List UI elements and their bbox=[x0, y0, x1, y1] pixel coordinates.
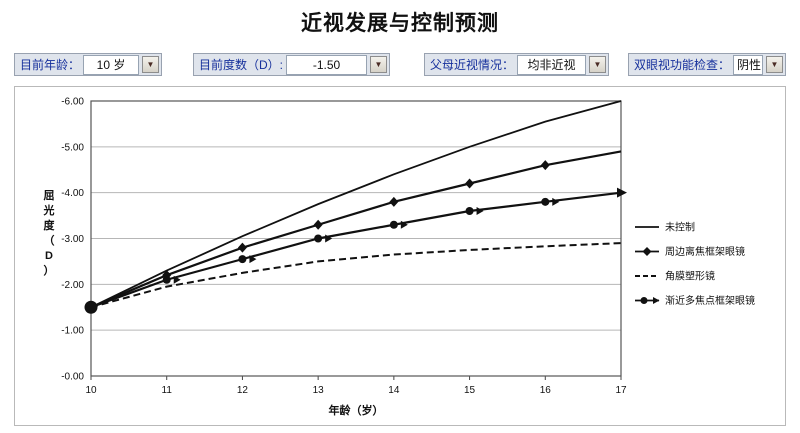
svg-text:-1.00: -1.00 bbox=[61, 326, 84, 337]
current-age-value[interactable]: 10 岁 bbox=[83, 54, 139, 75]
current-diopter-value[interactable]: -1.50 bbox=[286, 54, 367, 75]
svg-text:未控制: 未控制 bbox=[665, 221, 695, 234]
control-current-diopter: 目前度数（D）: -1.50 ▼ bbox=[193, 53, 390, 76]
chevron-down-icon: ▼ bbox=[593, 60, 602, 69]
parent-myopia-label: 父母近视情况： bbox=[430, 58, 515, 72]
svg-text:周边离焦框架眼镜: 周边离焦框架眼镜 bbox=[665, 245, 745, 258]
current-diopter-label: 目前度数（D）: bbox=[199, 58, 284, 72]
current-diopter-dropdown-button[interactable]: ▼ bbox=[370, 56, 387, 73]
binocular-check-label: 双眼视功能检查： bbox=[634, 58, 731, 72]
svg-text:15: 15 bbox=[464, 385, 476, 396]
chevron-down-icon: ▼ bbox=[374, 60, 383, 69]
svg-text:13: 13 bbox=[313, 385, 325, 396]
svg-text:-2.00: -2.00 bbox=[61, 280, 84, 291]
svg-text:渐近多焦点框架眼镜: 渐近多焦点框架眼镜 bbox=[665, 294, 755, 307]
binocular-check-dropdown-button[interactable]: ▼ bbox=[766, 56, 784, 73]
svg-text:11: 11 bbox=[162, 385, 173, 396]
svg-text:-3.00: -3.00 bbox=[61, 234, 84, 245]
controls-bar: 目前年龄： 10 岁 ▼ 目前度数（D）: -1.50 ▼ 父母近视情况： 均非… bbox=[0, 53, 800, 77]
svg-text:-6.00: -6.00 bbox=[61, 97, 84, 108]
current-age-dropdown-button[interactable]: ▼ bbox=[142, 56, 159, 73]
chevron-down-icon: ▼ bbox=[146, 60, 155, 69]
chart-canvas: -0.00 -1.00 -2.00 -3.00 -4.00 -5.00 -6.00 10 11 1… bbox=[43, 97, 756, 418]
svg-text:-5.00: -5.00 bbox=[61, 142, 84, 153]
svg-text:D: D bbox=[45, 250, 53, 262]
svg-text:16: 16 bbox=[540, 385, 552, 396]
current-age-label: 目前年龄： bbox=[20, 58, 81, 72]
svg-text:光: 光 bbox=[43, 203, 55, 217]
svg-text:14: 14 bbox=[388, 385, 400, 396]
svg-text:（: （ bbox=[44, 234, 55, 247]
svg-text:）: ） bbox=[44, 264, 55, 277]
binocular-check-value[interactable]: 阴性 bbox=[733, 54, 764, 75]
svg-text:-4.00: -4.00 bbox=[61, 188, 84, 199]
svg-text:-0.00: -0.00 bbox=[61, 372, 84, 383]
page-title: 近视发展与控制预测 bbox=[301, 12, 499, 35]
svg-text:度: 度 bbox=[44, 218, 56, 232]
control-binocular-check: 双眼视功能检查： 阴性 ▼ bbox=[628, 53, 786, 76]
control-current-age: 目前年龄： 10 岁 ▼ bbox=[14, 53, 162, 76]
svg-text:屈: 屈 bbox=[44, 189, 55, 202]
parent-myopia-dropdown-button[interactable]: ▼ bbox=[589, 56, 606, 73]
chevron-down-icon: ▼ bbox=[770, 60, 779, 69]
parent-myopia-value[interactable]: 均非近视 bbox=[517, 54, 586, 75]
svg-text:10: 10 bbox=[85, 385, 97, 396]
svg-text:12: 12 bbox=[237, 385, 249, 396]
svg-text:角膜塑形镜: 角膜塑形镜 bbox=[665, 270, 715, 283]
svg-text:年龄（岁）: 年龄（岁） bbox=[329, 403, 384, 417]
control-parent-myopia: 父母近视情况： 均非近视 ▼ bbox=[424, 53, 609, 76]
prediction-chart: -0.00 -1.00 -2.00 -3.00 -4.00 -5.00 -6.00 10 11 1… bbox=[14, 86, 786, 426]
svg-text:17: 17 bbox=[615, 385, 627, 396]
